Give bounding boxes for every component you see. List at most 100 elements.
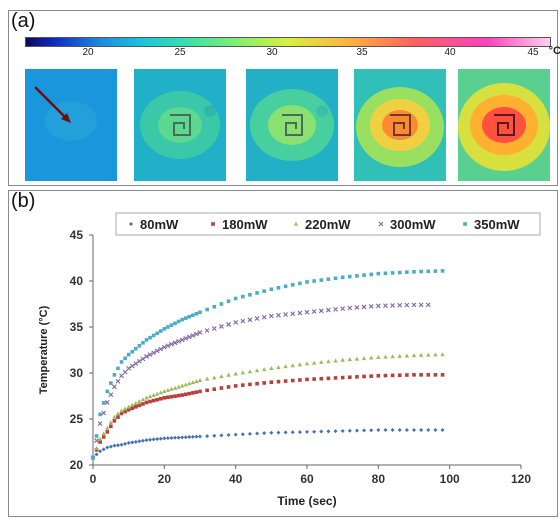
- data-point: [390, 428, 395, 433]
- data-point: [418, 302, 424, 308]
- x-tick-label: 100: [440, 472, 460, 486]
- data-point: [233, 296, 238, 301]
- data-point: [333, 376, 338, 380]
- data-point: [248, 382, 252, 387]
- temperature-chart: 0 20 40 60 80 100 120 20 25 30 35 40 45 Time (sec) Tem…: [38, 212, 541, 508]
- data-point: [130, 402, 135, 407]
- data-point: [183, 382, 188, 387]
- colorbar-tick-45: 45: [527, 47, 539, 58]
- data-point: [179, 337, 185, 343]
- series-300mW: [90, 302, 431, 461]
- data-point: [347, 305, 353, 311]
- data-point: [94, 438, 99, 444]
- data-point: [261, 314, 267, 320]
- data-point: [412, 428, 416, 433]
- data-point: [183, 392, 188, 397]
- data-point: [94, 446, 99, 451]
- data-point: [137, 399, 142, 404]
- data-point: [198, 389, 202, 394]
- data-point: [383, 373, 388, 378]
- data-point: [326, 277, 331, 281]
- data-point: [276, 430, 281, 435]
- data-point: [166, 325, 170, 329]
- data-point: [340, 428, 345, 433]
- data-point: [151, 392, 156, 397]
- data-point: [151, 437, 156, 442]
- data-point: [144, 354, 149, 359]
- data-point: [211, 326, 217, 331]
- data-point: [130, 349, 135, 354]
- data-point: [173, 394, 177, 398]
- data-point: [311, 360, 317, 365]
- data-point: [191, 391, 195, 395]
- thermogram-2: [134, 69, 226, 181]
- legend-marker: [463, 222, 467, 226]
- data-point: [134, 405, 138, 409]
- data-point: [305, 377, 309, 382]
- data-point: [162, 396, 167, 400]
- data-point: [433, 269, 438, 273]
- data-point: [340, 375, 345, 380]
- data-point: [262, 431, 267, 436]
- data-point: [233, 320, 239, 325]
- data-point: [369, 355, 374, 360]
- data-point: [115, 378, 121, 384]
- x-tick-label: 120: [511, 472, 531, 486]
- data-point: [405, 270, 409, 274]
- data-point: [440, 269, 445, 273]
- data-point: [312, 377, 316, 381]
- data-point: [347, 357, 352, 362]
- data-point: [319, 376, 324, 381]
- data-point: [123, 441, 128, 446]
- data-point: [254, 368, 260, 373]
- data-point: [137, 403, 142, 408]
- colorbar-tick-40: 40: [444, 47, 456, 58]
- data-point: [233, 384, 238, 388]
- data-point: [198, 310, 202, 315]
- data-point: [369, 272, 373, 277]
- data-point: [173, 321, 177, 326]
- data-point: [411, 302, 417, 308]
- data-point: [354, 305, 360, 310]
- data-point: [383, 354, 388, 359]
- data-point: [226, 299, 231, 304]
- data-point: [318, 308, 324, 314]
- data-point: [305, 429, 309, 434]
- data-point: [187, 435, 192, 440]
- data-point: [219, 324, 224, 329]
- data-point: [126, 440, 131, 445]
- data-point: [297, 362, 303, 367]
- data-point: [101, 410, 107, 416]
- legend-marker: [129, 222, 133, 226]
- data-point: [155, 397, 159, 402]
- data-point: [97, 421, 103, 426]
- data-point: [155, 391, 160, 396]
- data-point: [212, 375, 217, 380]
- data-point: [269, 287, 274, 292]
- data-point: [397, 373, 402, 378]
- data-point: [169, 386, 174, 391]
- data-point: [240, 318, 246, 324]
- data-point: [119, 411, 124, 416]
- data-point: [161, 344, 167, 350]
- data-point: [226, 433, 231, 438]
- data-point: [254, 316, 260, 321]
- data-point: [376, 428, 381, 433]
- data-point: [194, 434, 199, 439]
- data-point: [112, 373, 117, 377]
- data-point: [148, 437, 153, 442]
- legend-label: 180mW: [222, 217, 268, 232]
- data-point: [283, 312, 288, 317]
- thermogram-3: [246, 69, 338, 181]
- data-point: [412, 373, 416, 377]
- data-point: [162, 436, 167, 441]
- x-axis-label: Time (sec): [277, 494, 336, 508]
- data-point: [98, 440, 102, 444]
- data-point: [262, 381, 266, 385]
- data-point: [262, 289, 266, 293]
- colorbar-tick-30: 30: [266, 47, 278, 58]
- data-point: [247, 317, 253, 323]
- data-point: [269, 430, 274, 435]
- legend-item-350mW: 350mW: [463, 217, 520, 232]
- data-point: [375, 303, 381, 309]
